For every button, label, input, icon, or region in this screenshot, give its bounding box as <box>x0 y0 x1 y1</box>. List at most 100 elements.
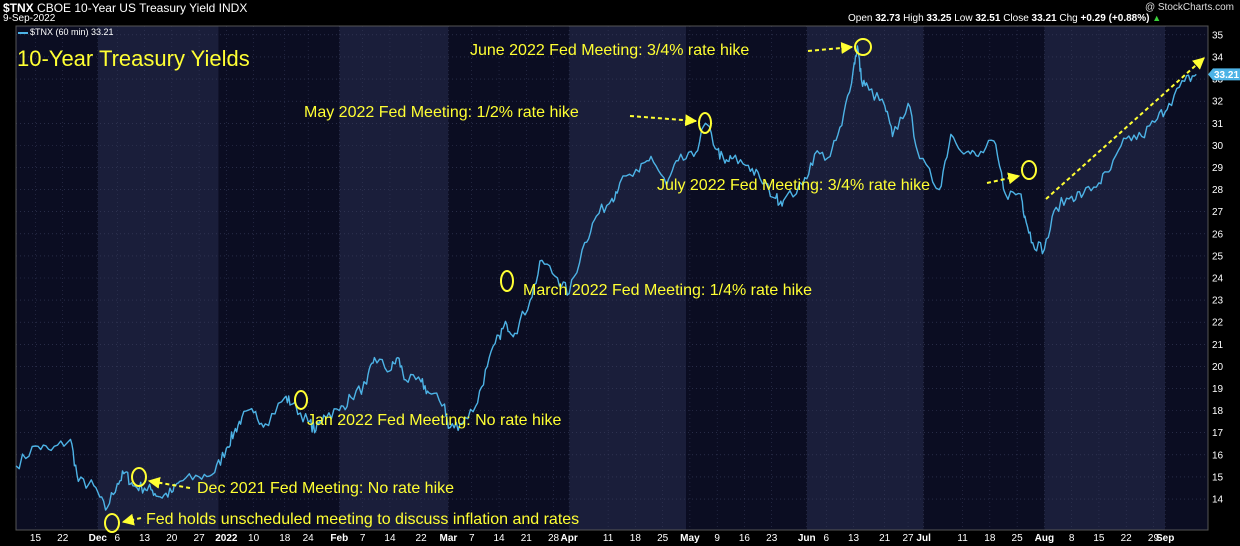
x-tick-label: 13 <box>139 533 151 544</box>
x-tick-label: 21 <box>879 533 891 544</box>
x-tick-label: 27 <box>194 533 206 544</box>
month-band <box>1165 26 1208 530</box>
x-axis: 15 22 Dec 6 13 20 27 2022 10 18 24 Feb 7 14 22 Mar 7 14 21… <box>30 533 1174 544</box>
y-tick-label: 24 <box>1212 274 1224 285</box>
x-tick-label: 14 <box>384 533 396 544</box>
x-tick-label: 24 <box>303 533 315 544</box>
x-tick-label: Dec <box>89 533 108 544</box>
y-tick-label: 30 <box>1212 141 1224 152</box>
x-tick-label: 7 <box>469 533 475 544</box>
y-tick-label: 21 <box>1212 340 1224 351</box>
y-tick-label: 17 <box>1212 428 1224 439</box>
x-tick-label: 27 <box>902 533 914 544</box>
y-tick-label: 29 <box>1212 163 1224 174</box>
y-tick-label: 18 <box>1212 406 1224 417</box>
arrow-jul2022 <box>986 172 1021 185</box>
arrow-unscheduled <box>121 513 142 526</box>
y-tick-label: 34 <box>1212 52 1224 63</box>
annotation-jan2022: Jan 2022 Fed Meeting: No rate hike <box>307 412 561 429</box>
x-tick-label: Aug <box>1035 533 1054 544</box>
x-tick-label: 11 <box>603 533 614 544</box>
y-tick-label: 15 <box>1212 472 1224 483</box>
x-tick-label: 2022 <box>215 533 238 544</box>
y-tick-label: 25 <box>1212 251 1224 262</box>
arrow-jun2022 <box>807 42 854 54</box>
symbol-line: $TNX CBOE 10-Year US Treasury Yield INDX <box>3 1 247 15</box>
x-tick-label: Sep <box>1156 533 1174 544</box>
watermark: @ StockCharts.com <box>1144 2 1234 13</box>
trend-arrow <box>1045 57 1205 200</box>
marker-mar2022 <box>500 270 514 292</box>
y-tick-label: 28 <box>1212 185 1224 196</box>
x-tick-label: 15 <box>1093 533 1105 544</box>
marker-jul2022 <box>1021 160 1037 180</box>
month-band <box>218 26 340 530</box>
x-tick-label: 18 <box>984 533 996 544</box>
y-axis: 1415161718192021222324252627282930313233… <box>1212 30 1224 505</box>
x-tick-label: 9 <box>714 533 720 544</box>
y-tick-label: 20 <box>1212 362 1224 373</box>
high-value: 33.25 <box>926 13 952 24</box>
chart-date: 9-Sep-2022 <box>3 13 56 24</box>
change-value: +0.29 (+0.88%) <box>1080 13 1150 24</box>
x-tick-label: 16 <box>739 533 751 544</box>
marker-unscheduled <box>104 513 120 533</box>
ohlc-readout: Open 32.73 High 33.25 Low 32.51 Close 33… <box>848 13 1162 24</box>
annotation-jul2022: July 2022 Fed Meeting: 3/4% rate hike <box>657 177 930 194</box>
y-tick-label: 19 <box>1212 384 1224 395</box>
symbol: $TNX <box>3 1 34 15</box>
up-arrow-icon: ▲ <box>1152 13 1162 23</box>
x-tick-label: Jul <box>916 533 931 544</box>
x-tick-label: 20 <box>166 533 178 544</box>
chart-header: $TNX CBOE 10-Year US Treasury Yield INDX… <box>0 0 1240 26</box>
x-tick-label: Apr <box>561 533 578 544</box>
annotation-may2022: May 2022 Fed Meeting: 1/2% rate hike <box>304 104 579 121</box>
close-value: 33.21 <box>1031 13 1057 24</box>
annotation-dec2021: Dec 2021 Fed Meeting: No rate hike <box>197 480 454 497</box>
x-tick-label: Mar <box>439 533 457 544</box>
y-tick-label: 31 <box>1212 119 1224 130</box>
x-tick-label: 29 <box>1148 533 1160 544</box>
x-tick-label: 14 <box>493 533 505 544</box>
month-band <box>686 26 807 530</box>
x-tick-label: 28 <box>548 533 560 544</box>
x-tick-label: 8 <box>1069 533 1075 544</box>
x-tick-label: Jun <box>798 533 816 544</box>
legend-label: $TNX (60 min) 33.21 <box>30 27 114 37</box>
low-value: 32.51 <box>975 13 1001 24</box>
series-legend: $TNX (60 min) 33.21 <box>18 27 114 37</box>
x-tick-label: 13 <box>848 533 860 544</box>
legend-swatch <box>18 31 28 34</box>
y-tick-label: 35 <box>1212 30 1224 41</box>
x-tick-label: 25 <box>1012 533 1024 544</box>
x-tick-label: 18 <box>279 533 291 544</box>
marker-jan2022 <box>294 390 308 410</box>
marker-may2022 <box>698 112 712 134</box>
x-tick-label: 22 <box>416 533 428 544</box>
last-value-tag: 33.21 <box>1208 68 1240 81</box>
last-value-label: 33.21 <box>1214 70 1239 81</box>
y-tick-label: 27 <box>1212 207 1224 218</box>
x-tick-label: 22 <box>57 533 69 544</box>
x-tick-label: Feb <box>330 533 348 544</box>
y-tick-label: 16 <box>1212 450 1224 461</box>
x-tick-label: 10 <box>248 533 260 544</box>
annotation-mar2022: March 2022 Fed Meeting: 1/4% rate hike <box>523 282 812 299</box>
open-value: 32.73 <box>875 13 901 24</box>
y-tick-label: 23 <box>1212 296 1224 307</box>
marker-jun2022 <box>854 38 872 56</box>
annotation-jun2022: June 2022 Fed Meeting: 3/4% rate hike <box>470 42 749 59</box>
chart-title: 10-Year Treasury Yields <box>17 46 250 71</box>
grid-lines <box>16 26 1208 530</box>
marker-dec2021 <box>131 467 147 487</box>
x-tick-label: 6 <box>114 533 120 544</box>
y-tick-label: 14 <box>1212 495 1224 506</box>
annotation-unscheduled: Fed holds unscheduled meeting to discuss… <box>146 511 579 528</box>
month-band <box>339 26 449 530</box>
x-tick-label: 18 <box>630 533 642 544</box>
x-tick-label: 21 <box>521 533 533 544</box>
y-tick-label: 32 <box>1212 97 1224 108</box>
x-tick-label: 11 <box>957 533 968 544</box>
x-tick-label: 22 <box>1121 533 1133 544</box>
